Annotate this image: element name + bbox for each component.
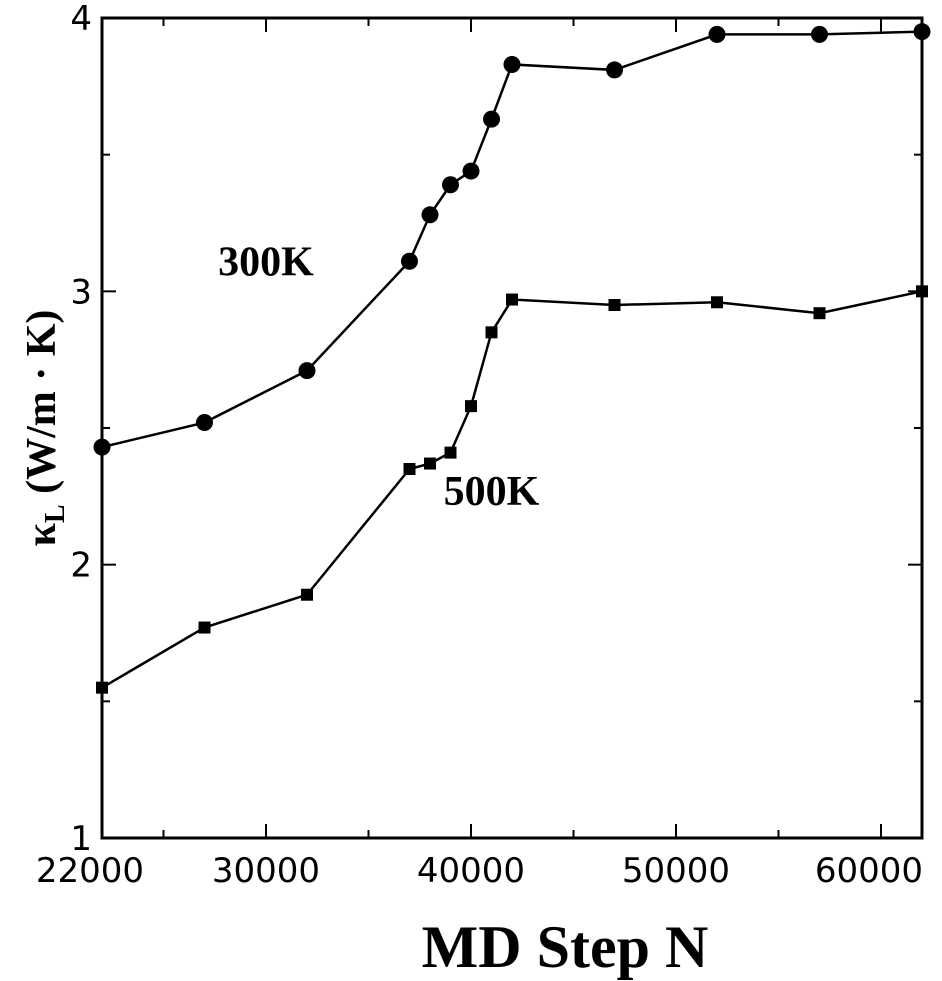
point-300k [708,25,726,43]
point-300k [606,61,623,79]
x-tick-label: 50000 [622,851,730,891]
point-500k [301,588,313,601]
x-tick-label: 60000 [815,851,923,891]
x-axis-title: MD Step N [422,914,709,980]
y-axis-title: κL (W/m · K) [19,310,71,547]
y-axis-symbol: κ [19,522,65,546]
x-tick-label: 30000 [212,851,320,891]
x-tick-label: 40000 [417,851,525,891]
series-label-300k: 300K [218,239,314,285]
y-tick-label: 1 [70,819,92,859]
y-tick-label: 3 [70,272,92,312]
point-500k [608,299,621,311]
point-500k [711,296,723,309]
y-tick-label: 4 [70,0,92,39]
point-300k [196,414,213,432]
y-axis-subscript: L [40,504,71,523]
y-axis-unit: (W/m · K) [19,310,65,505]
point-500k [813,307,826,320]
series-labels: 300K 500K [218,239,540,515]
plot-frame [100,16,924,840]
tick-marks [101,17,922,839]
point-300k [503,55,521,73]
point-500k [506,293,518,306]
point-300k [421,206,439,224]
point-500k [444,446,457,459]
point-300k [462,162,480,180]
tick-labels: 22000 30000 40000 50000 60000 1 2 3 4 [36,0,923,891]
point-300k [483,110,500,128]
point-300k [442,176,459,194]
point-300k [811,25,828,43]
point-500k [403,463,416,475]
x-tick-label: 22000 [36,851,144,891]
point-500k [198,621,211,634]
series-label-500k: 500K [444,469,540,515]
point-300k [401,252,418,270]
point-300k [298,362,316,380]
point-500k [465,400,477,413]
point-500k [424,457,436,470]
y-tick-label: 2 [70,546,92,586]
point-500k [485,326,498,339]
series-layer [93,23,931,694]
